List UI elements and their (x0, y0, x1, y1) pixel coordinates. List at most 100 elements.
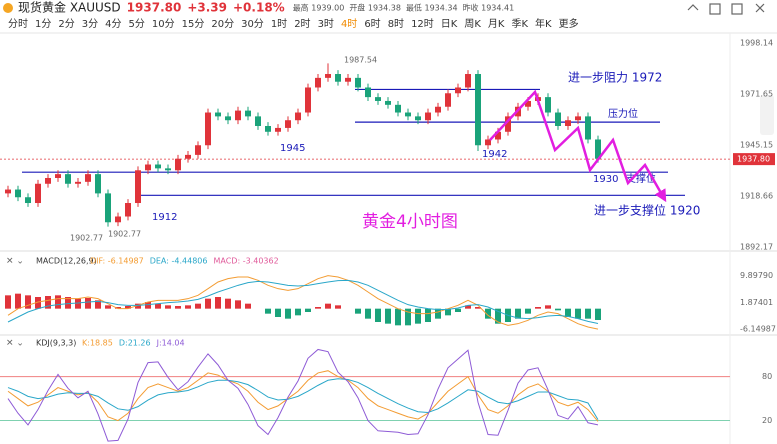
timeframe-tab[interactable]: 30分 (241, 18, 264, 30)
macd-bar (455, 308, 461, 312)
macd-bar (465, 305, 471, 309)
macd-bar (285, 308, 291, 319)
candle-body (385, 100, 391, 105)
candle-body (305, 87, 311, 113)
macd-bar (355, 308, 361, 314)
macd-bar (325, 303, 331, 309)
macd-bar (415, 308, 421, 324)
candle-body (35, 183, 41, 204)
timeframe-tab[interactable]: 6时 (364, 18, 380, 30)
macd-bar (5, 295, 11, 309)
macd-bar (335, 305, 341, 309)
macd-bar (55, 295, 61, 309)
timeframe-tab[interactable]: 2分 (58, 18, 74, 30)
plot: 1998.14 1971.65 1945.15 1918.66 1892.17 1937.… (0, 38, 776, 442)
annotation: 黄金4小时图 (362, 212, 458, 232)
macd-bar (65, 297, 71, 309)
macd-bar (445, 308, 451, 316)
macd-bar (25, 295, 31, 309)
candle-body (165, 168, 171, 171)
annotation: 压力位 (608, 107, 638, 120)
annotation: 1987.54 (344, 56, 377, 65)
macd-bar (205, 298, 211, 309)
candle-body (545, 97, 551, 113)
y-tick-label: 1998.14 (740, 38, 773, 47)
timeframe-tab[interactable]: 5分 (129, 18, 145, 30)
candle-body (565, 120, 571, 126)
candle-body (145, 164, 151, 171)
panel-controls[interactable]: ✕ ⌄ (6, 257, 24, 267)
candle-body (275, 127, 281, 132)
timeframe-tab[interactable]: 分时 (8, 18, 28, 30)
candle-body (95, 174, 101, 194)
candle-body (65, 174, 71, 184)
icon[interactable] (687, 4, 699, 11)
macd-bar (375, 308, 381, 322)
panel-legend: DEA: -4.44806 (150, 257, 208, 266)
timeframe-tab[interactable]: 3时 (318, 18, 334, 30)
header-text: +0.18% (233, 1, 285, 15)
last-price-label: 1937.80 (737, 155, 770, 164)
candle-body (215, 112, 221, 117)
macd-bar (535, 307, 541, 309)
y-tick-label: 20 (762, 416, 772, 425)
timeframe-tab[interactable]: 月K (488, 18, 505, 30)
timeframe-tab[interactable]: 日K (441, 19, 458, 30)
candle-body (255, 116, 261, 126)
panel-controls[interactable]: ✕ ⌄ (6, 339, 24, 349)
macd-bar (585, 308, 591, 319)
timeframe-tab[interactable]: 周K (464, 18, 481, 30)
header-stat: 开盘 1934.38 (349, 3, 401, 13)
macd-bar (15, 293, 21, 309)
timeframe-tab[interactable]: 10分 (152, 18, 175, 30)
timeframe-tab[interactable]: 2时 (294, 18, 310, 30)
macd-bar (35, 297, 41, 309)
candle-body (425, 112, 431, 121)
candle-body (405, 112, 411, 117)
icon[interactable] (709, 3, 721, 15)
toolbar-icons[interactable] (687, 3, 765, 15)
macd-bar (365, 308, 371, 319)
candle-body (325, 74, 331, 78)
macd-bar (295, 308, 301, 316)
icon[interactable] (731, 3, 743, 15)
macd-bar (195, 303, 201, 309)
timeframe-tab[interactable]: 8时 (388, 18, 404, 30)
header-stat: 昨收 1934.41 (463, 3, 515, 13)
header-stat: 最低 1934.34 (406, 3, 458, 13)
y-tick-label: 1945.15 (740, 140, 773, 149)
timeframe-tab[interactable]: 20分 (211, 18, 234, 30)
macd-bar (575, 308, 581, 319)
timeframe-tab[interactable]: 更多 (559, 17, 579, 30)
timeframe-tab[interactable]: 4时 (341, 18, 357, 30)
candle-body (5, 189, 11, 194)
panel-legend: J:14.04 (156, 339, 185, 348)
macd-bar (235, 300, 241, 309)
timeframe-tab[interactable]: 3分 (82, 18, 98, 30)
timeframe-tab[interactable]: 1分 (35, 18, 51, 30)
timeframe-tab[interactable]: 12时 (411, 18, 434, 30)
annotation: 1942 (482, 149, 507, 160)
panel-title: MACD(12,26,9) (36, 257, 97, 266)
candle-body (85, 174, 91, 182)
candle-body (125, 203, 131, 217)
annotation: 进一步支撑位 1920 (594, 203, 700, 218)
header-text: +3.39 (187, 1, 227, 15)
side-button[interactable] (760, 95, 774, 135)
candle-body (445, 93, 451, 107)
header-stat: 最高 1939.00 (293, 3, 345, 13)
timeframe-tab[interactable]: 季K (511, 18, 528, 30)
timeframe-tab[interactable]: 年K (535, 17, 552, 30)
icon[interactable] (755, 3, 765, 13)
macd-bar (135, 303, 141, 309)
timeframe-tab[interactable]: 15分 (182, 18, 205, 30)
macd-bar (115, 307, 121, 309)
candle-body (175, 158, 181, 171)
macd-bar (45, 296, 51, 309)
macd-bar (405, 308, 411, 326)
timeframe-tab[interactable]: 1时 (271, 18, 287, 30)
macd-bar (215, 297, 221, 309)
macd-bar (485, 308, 491, 319)
macd-bar (565, 308, 571, 317)
timeframe-tab[interactable]: 4分 (105, 18, 121, 30)
